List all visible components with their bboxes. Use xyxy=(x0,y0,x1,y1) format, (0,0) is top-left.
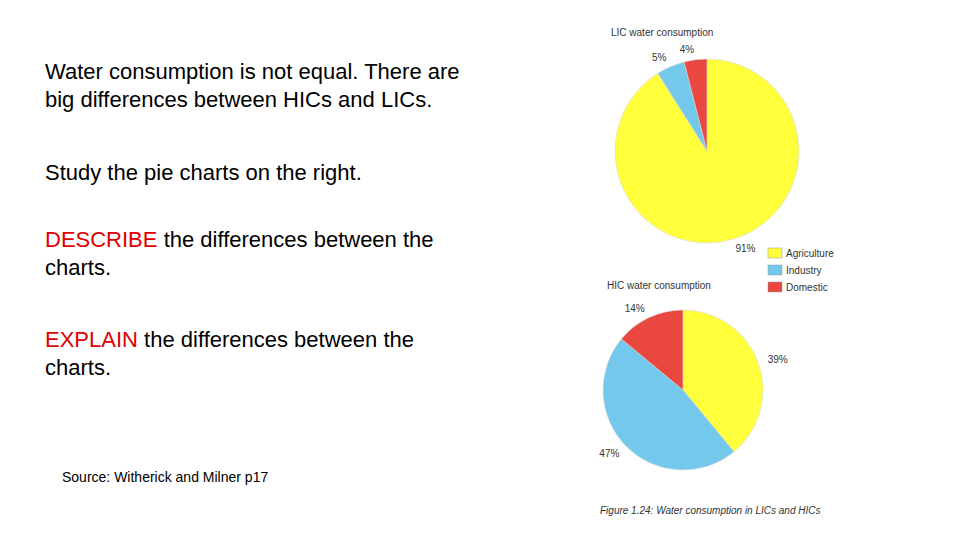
paragraph: EXPLAINthe differences between the charts… xyxy=(45,327,414,380)
data-label: 5% xyxy=(652,52,667,63)
caption: Figure 1.24: Water consumption in LICs a… xyxy=(600,505,820,516)
paragraph-line: charts. xyxy=(45,355,111,380)
paragraph-line: Water consumption is not equal. There ar… xyxy=(45,59,460,84)
legend: Agriculture Industry Domestic xyxy=(768,248,834,293)
data-label: 47% xyxy=(599,448,619,459)
paragraph-line: EXPLAINthe differences between the xyxy=(45,327,414,352)
source: Source: Witherick and Milner p17 xyxy=(62,469,268,485)
paragraph-line: charts. xyxy=(45,255,111,280)
data-labels: 39% 47% 14% xyxy=(599,303,787,459)
paragraph: Study the pie charts on the right. xyxy=(45,160,362,185)
keyword: DESCRIBE xyxy=(45,227,157,252)
slices xyxy=(603,310,763,470)
slice xyxy=(684,59,707,151)
data-labels: 91% 5% 4% xyxy=(652,44,756,254)
paragraph-line: DESCRIBE the differences between the xyxy=(45,227,434,252)
data-label: 14% xyxy=(625,303,645,314)
slices xyxy=(615,59,799,243)
slice xyxy=(615,59,799,243)
data-label: 91% xyxy=(735,243,755,254)
paragraph-line: big differences between HICs and LICs. xyxy=(45,87,432,112)
legend-swatch xyxy=(768,248,782,258)
slice xyxy=(621,310,683,390)
pie-title: HIC water consumption xyxy=(607,280,711,291)
paragraph: Water consumption is not equal. There ar… xyxy=(45,59,460,112)
legend-label: Industry xyxy=(786,265,822,276)
slide: Water consumption is not equal. There ar… xyxy=(0,0,960,540)
data-label: 4% xyxy=(680,44,695,55)
paragraph-line: Study the pie charts on the right. xyxy=(45,160,362,185)
legend-swatch xyxy=(768,282,782,292)
pie-title: LIC water consumption xyxy=(611,27,713,38)
line-text: the differences between the xyxy=(144,327,414,352)
data-label: 39% xyxy=(768,354,788,365)
pie-chart: LIC water consumption 91% 5% 4% xyxy=(611,27,799,254)
keyword: EXPLAIN xyxy=(45,327,138,352)
legend-swatch xyxy=(768,265,782,275)
pie-chart: HIC water consumption 39% 47% 14% xyxy=(599,280,787,470)
line-text: the differences between the xyxy=(164,227,434,252)
legend-label: Domestic xyxy=(786,282,828,293)
legend-label: Agriculture xyxy=(786,248,834,259)
paragraph: DESCRIBE the differences between the chart… xyxy=(45,227,434,280)
